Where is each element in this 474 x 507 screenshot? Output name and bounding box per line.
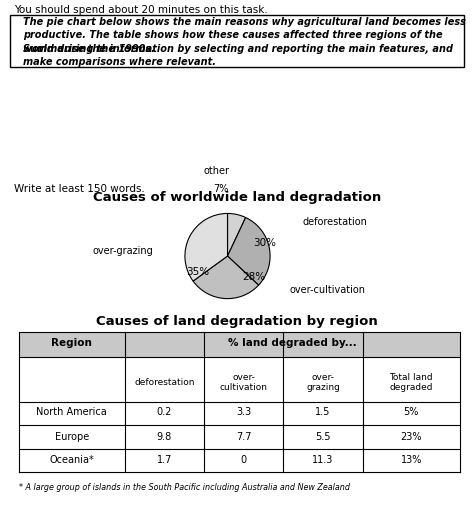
Text: Oceania*: Oceania* [49, 455, 94, 465]
Text: % land degraded by...: % land degraded by... [228, 338, 356, 348]
Text: 13%: 13% [401, 455, 422, 465]
Bar [19, 330, 125, 357]
Text: 30%: 30% [253, 238, 276, 248]
Text: Total land
degraded: Total land degraded [390, 373, 433, 392]
Text: 0: 0 [241, 455, 247, 465]
Text: 1.7: 1.7 [157, 455, 172, 465]
Text: 23%: 23% [401, 431, 422, 442]
Text: North America: North America [36, 407, 107, 417]
Text: over-grazing: over-grazing [92, 246, 153, 256]
Text: 5.5: 5.5 [315, 431, 331, 442]
Text: Region: Region [51, 338, 92, 348]
Text: You should spend about 20 minutes on this task.: You should spend about 20 minutes on thi… [14, 5, 268, 15]
Text: 5%: 5% [403, 407, 419, 417]
Text: over-
cultivation: over- cultivation [220, 373, 268, 392]
Text: 35%: 35% [186, 267, 209, 277]
Text: over-cultivation: over-cultivation [289, 285, 365, 295]
Text: deforestation: deforestation [302, 217, 367, 227]
Text: 3.3: 3.3 [236, 407, 251, 417]
Wedge shape [228, 218, 270, 285]
Text: 9.8: 9.8 [157, 431, 172, 442]
Wedge shape [228, 213, 246, 256]
Wedge shape [185, 213, 228, 281]
Text: 28%: 28% [243, 272, 266, 282]
Text: Write at least 150 words.: Write at least 150 words. [14, 184, 145, 194]
FancyBboxPatch shape [10, 15, 464, 66]
Text: deforestation: deforestation [134, 378, 195, 387]
Wedge shape [193, 256, 258, 299]
Text: * A large group of islands in the South Pacific including Australia and New Zeal: * A large group of islands in the South … [19, 484, 350, 492]
Text: 1.5: 1.5 [315, 407, 331, 417]
Text: over-
grazing: over- grazing [306, 373, 340, 392]
Bar [125, 330, 460, 357]
Text: other: other [204, 166, 230, 176]
Text: 11.3: 11.3 [312, 455, 334, 465]
Text: Causes of land degradation by region: Causes of land degradation by region [96, 315, 378, 329]
Text: 7%: 7% [213, 184, 229, 194]
Text: Summarise the information by selecting and reporting the main features, and make: Summarise the information by selecting a… [23, 44, 453, 67]
Text: The pie chart below shows the main reasons why agricultural land becomes less pr: The pie chart below shows the main reaso… [23, 17, 466, 54]
Text: 0.2: 0.2 [157, 407, 172, 417]
Text: 7.7: 7.7 [236, 431, 252, 442]
Text: Causes of worldwide land degradation: Causes of worldwide land degradation [93, 191, 381, 204]
Text: Europe: Europe [55, 431, 89, 442]
